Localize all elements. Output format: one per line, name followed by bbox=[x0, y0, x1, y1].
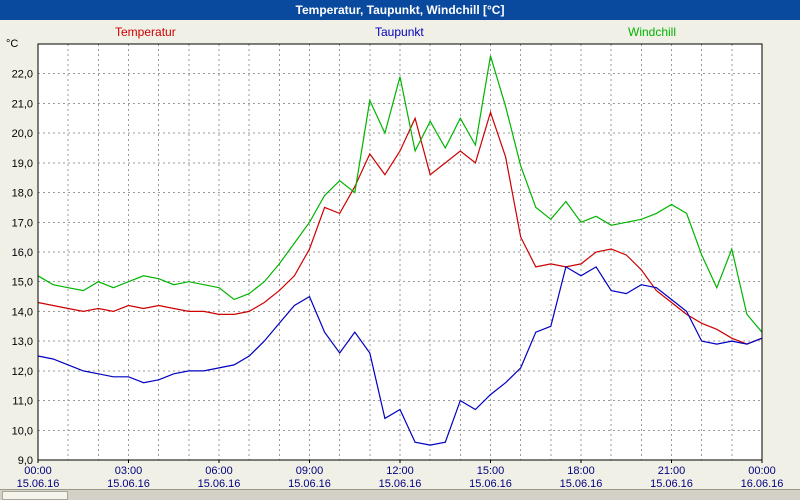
y-tick-label: 14,0 bbox=[12, 306, 33, 318]
x-tick-time-label: 03:00 bbox=[115, 465, 143, 477]
x-tick-time-label: 00:00 bbox=[24, 465, 52, 477]
x-tick-date-label: 15.06.16 bbox=[288, 478, 331, 490]
chart-legend: Temperatur Taupunkt Windchill bbox=[0, 20, 800, 42]
legend-item-taupunkt: Taupunkt bbox=[375, 25, 424, 39]
horizontal-scrollbar[interactable] bbox=[0, 489, 800, 500]
x-tick-date-label: 15.06.16 bbox=[650, 478, 693, 490]
y-tick-label: 21,0 bbox=[12, 98, 33, 110]
series-line-windchill bbox=[37, 55, 763, 333]
y-tick-label: 11,0 bbox=[12, 396, 33, 408]
x-tick-date-label: 15.06.16 bbox=[198, 478, 241, 490]
x-tick-date-label: 15.06.16 bbox=[17, 478, 60, 490]
y-tick-label: 17,0 bbox=[12, 217, 33, 229]
x-tick-date-label: 15.06.16 bbox=[469, 478, 512, 490]
y-tick-label: 10,0 bbox=[12, 425, 33, 437]
y-axis-unit-label: °C bbox=[6, 38, 18, 50]
y-tick-label: 15,0 bbox=[12, 277, 33, 289]
y-tick-label: 18,0 bbox=[12, 188, 33, 200]
legend-item-windchill: Windchill bbox=[628, 25, 677, 39]
x-tick-time-label: 18:00 bbox=[567, 465, 595, 477]
x-tick-time-label: 06:00 bbox=[205, 465, 233, 477]
series-line-temperatur bbox=[37, 110, 763, 345]
series-line-taupunkt bbox=[37, 265, 763, 446]
title-bar: Temperatur, Taupunkt, Windchill [°C] bbox=[0, 0, 800, 20]
x-tick-date-label: 15.06.16 bbox=[107, 478, 150, 490]
y-tick-label: 20,0 bbox=[12, 128, 33, 140]
window-title: Temperatur, Taupunkt, Windchill [°C] bbox=[295, 3, 505, 17]
y-tick-label: 9,0 bbox=[18, 455, 33, 467]
x-tick-time-label: 09:00 bbox=[296, 465, 324, 477]
x-tick-date-label: 15.06.16 bbox=[379, 478, 422, 490]
y-tick-label: 12,0 bbox=[12, 366, 33, 378]
y-tick-label: 19,0 bbox=[12, 158, 33, 170]
x-tick-time-label: 12:00 bbox=[386, 465, 414, 477]
x-tick-time-label: 00:00 bbox=[748, 465, 776, 477]
y-tick-label: 16,0 bbox=[12, 247, 33, 259]
y-tick-label: 13,0 bbox=[12, 336, 33, 348]
legend-item-temperatur: Temperatur bbox=[115, 25, 176, 39]
y-tick-label: 22,0 bbox=[12, 69, 33, 81]
x-tick-time-label: 15:00 bbox=[477, 465, 505, 477]
x-tick-date-label: 15.06.16 bbox=[560, 478, 603, 490]
x-tick-time-label: 21:00 bbox=[658, 465, 686, 477]
x-tick-date-label: 16.06.16 bbox=[741, 478, 784, 490]
scrollbar-thumb[interactable] bbox=[2, 491, 68, 500]
